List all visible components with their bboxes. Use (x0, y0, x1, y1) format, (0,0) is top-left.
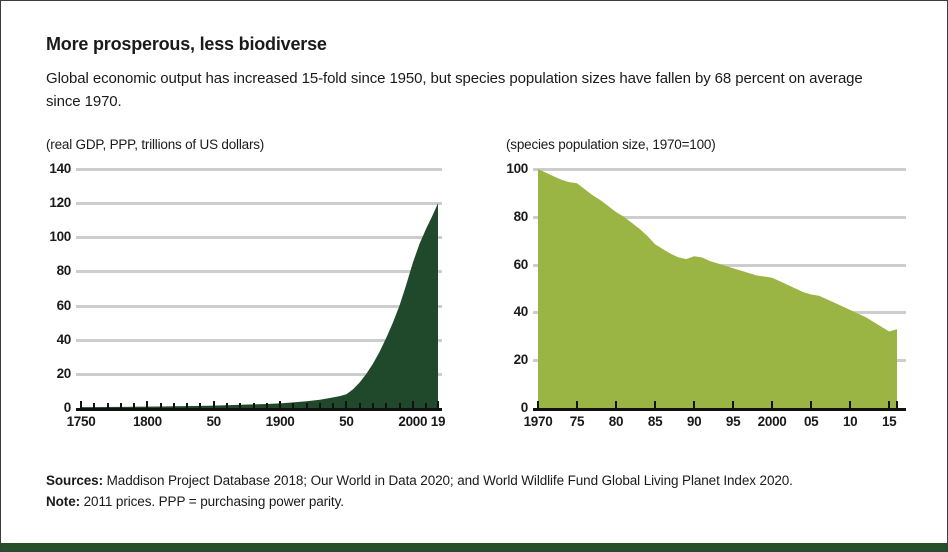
gridline (533, 168, 906, 171)
x-axis-label: 1900 (265, 414, 295, 429)
sources-note: Sources: Maddison Project Database 2018;… (46, 470, 936, 512)
axis-tick (425, 403, 428, 408)
axis-tick (318, 403, 321, 408)
y-axis-label: 0 (520, 400, 529, 415)
axis-tick (226, 403, 228, 408)
subtitle-line-2: since 1970. (46, 93, 122, 110)
y-axis-label: 140 (49, 161, 71, 176)
axis-tick (732, 401, 735, 408)
axis-tick (693, 401, 696, 408)
y-axis-label: 80 (513, 208, 529, 224)
x-axis-label: 19 (430, 414, 446, 429)
gdp-area-series (81, 203, 438, 408)
axis-tick (172, 403, 175, 408)
y-axis-label: 120 (49, 195, 71, 211)
gridline (76, 270, 442, 274)
gridline (533, 215, 906, 219)
axis-tick (252, 403, 255, 408)
x-axis-label: 10 (842, 414, 858, 429)
axis-tick (305, 403, 308, 408)
figure-title: More prosperous, less biodiverse (46, 34, 327, 54)
x-axis-label: 1970 (523, 414, 553, 429)
axis-tick (615, 401, 617, 408)
axis-tick (888, 401, 891, 408)
axis-tick (576, 401, 578, 408)
axis-tick (358, 403, 361, 408)
axis-tick (398, 403, 401, 408)
axis-tick (292, 403, 295, 408)
gridline (76, 236, 442, 240)
x-axis-label: 80 (608, 414, 624, 429)
axis-tick (133, 403, 136, 408)
y-axis-label: 40 (56, 331, 72, 347)
x-axis-label: 2000 (757, 414, 787, 429)
x-axis-label: 2000 (398, 414, 428, 429)
gridline (76, 372, 442, 376)
figure-subtitle: Global economic output has increased 15-… (46, 67, 926, 113)
axis-tick (345, 401, 348, 408)
x-axis-label: 1800 (132, 414, 162, 429)
x-axis-line (533, 408, 906, 411)
axis-tick (849, 401, 852, 408)
y-axis-label: 60 (513, 256, 529, 272)
y-axis-label: 20 (56, 365, 72, 381)
axis-tick (239, 403, 242, 408)
x-axis-label: 1750 (66, 414, 96, 429)
y-axis-label: 60 (56, 297, 72, 313)
axis-tick (186, 403, 189, 408)
y-axis-label: 0 (63, 400, 72, 415)
axis-tick (411, 401, 414, 408)
x-axis-label: 50 (206, 414, 221, 429)
axis-tick (372, 403, 374, 408)
note-label: Note: (46, 494, 80, 509)
axis-tick (146, 401, 149, 408)
x-axis-label: 05 (803, 414, 819, 429)
axis-tick (332, 403, 335, 408)
species-area-series (538, 169, 897, 408)
x-axis-label: 75 (569, 414, 585, 429)
axis-tick (265, 403, 268, 408)
x-axis-label: 15 (881, 414, 897, 429)
axis-tick (159, 403, 162, 408)
y-axis-label: 100 (49, 229, 71, 245)
axis-tick (810, 401, 813, 408)
axis-tick (119, 403, 122, 408)
axis-tick (896, 401, 898, 408)
y-axis-label: 80 (56, 263, 72, 279)
species-chart-axis-title: (species population size, 1970=100) (506, 137, 716, 152)
gridline (76, 202, 442, 206)
gridline (76, 338, 442, 342)
axis-tick (385, 403, 388, 408)
axis-tick (212, 401, 215, 408)
gridline (76, 168, 442, 171)
y-axis-label: 20 (513, 352, 529, 368)
axis-tick (199, 403, 202, 408)
x-axis-label: 50 (339, 414, 354, 429)
y-axis-label: 100 (506, 161, 528, 176)
subtitle-line-1: Global economic output has increased 15-… (46, 70, 863, 87)
axis-tick (437, 401, 439, 408)
gridline (76, 304, 442, 308)
y-axis-label: 40 (513, 304, 529, 320)
bottom-accent-band (1, 543, 947, 551)
axis-tick (93, 403, 96, 408)
sources-label: Sources: (46, 473, 103, 488)
gdp-chart-axis-title: (real GDP, PPP, trillions of US dollars) (46, 137, 265, 152)
axis-tick (106, 403, 109, 408)
x-axis-line (76, 408, 442, 411)
axis-tick (771, 401, 774, 408)
axis-tick (279, 401, 282, 408)
x-axis-label: 85 (647, 414, 663, 429)
axis-tick (80, 401, 82, 408)
sources-text: Maddison Project Database 2018; Our Worl… (102, 473, 793, 488)
axis-tick (537, 401, 539, 408)
x-axis-label: 95 (725, 414, 741, 429)
x-axis-label: 90 (686, 414, 702, 429)
note-text: 2011 prices. PPP = purchasing power pari… (80, 494, 344, 509)
axis-tick (654, 401, 657, 408)
